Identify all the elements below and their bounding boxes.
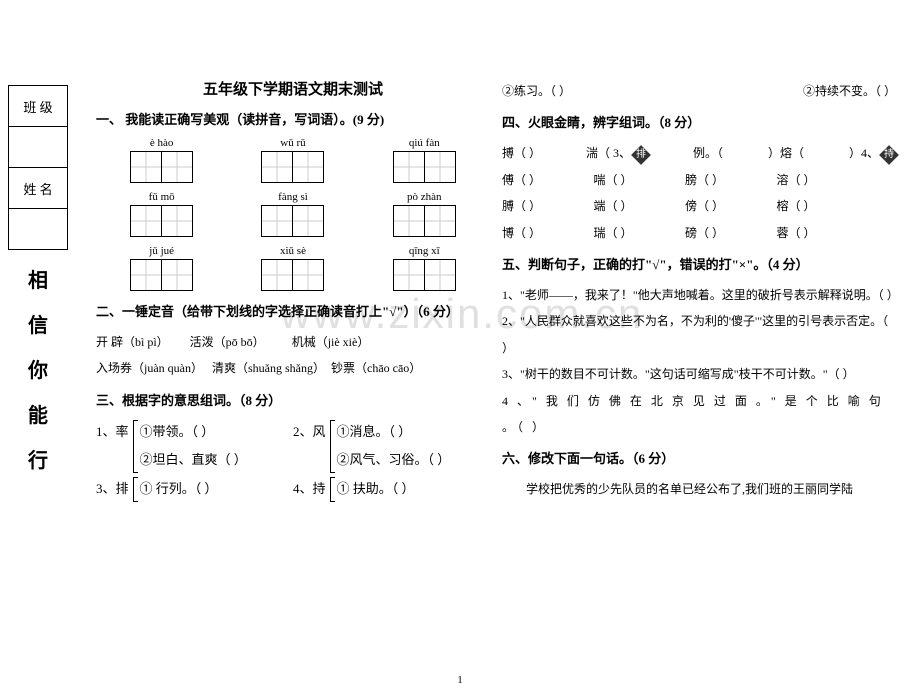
judge-q1: 1、"老师——，我来了！"他大声地喊着。这里的破折号表示解释说明。（ ）	[502, 282, 896, 308]
q-text: 入场券（juàn quàn）	[96, 361, 203, 375]
option-text: ②风气、习俗。（ ）	[337, 446, 451, 475]
pinyin-text: pò zhàn	[379, 191, 469, 203]
write-box[interactable]	[261, 259, 324, 291]
char-table: 搏（ ） 湍（ 3、 排 例。（ ）熔（ ）4、 持 傅（ ） 喘（ ） 膀（ …	[502, 140, 896, 246]
option-text: ①消息。（ ）	[337, 418, 451, 447]
pinyin-text: qīng xī	[379, 245, 469, 257]
section5-head: 五、判断句子，正确的打"√"，错误的打"×"。（4 分）	[502, 252, 896, 278]
pinyin-text: fàng sì	[248, 191, 338, 203]
char-item: 磅（ ）	[685, 220, 724, 246]
slogan-char: 能	[28, 399, 48, 428]
item-label: 4、持	[293, 475, 326, 504]
pinyin-text: jǔ jué	[117, 245, 207, 257]
badge-icon: 排	[631, 145, 651, 165]
slogan-char: 信	[28, 309, 48, 338]
char-item: ）熔（	[768, 140, 804, 166]
char-item: 端（ ）	[594, 193, 633, 219]
slogan-char: 你	[28, 354, 48, 383]
pinyin-text: è hào	[117, 137, 207, 149]
judge-q2: 2、"人民群众就喜欢这些不为名，不为利的'傻子'"这里的引号表示否定。（ ）	[502, 308, 896, 361]
section3-head: 三、根据字的意思组词。（8 分）	[96, 388, 490, 414]
slogan-char: 相	[28, 264, 48, 293]
char-item: 搏（ ）	[502, 140, 541, 166]
option-text: ②坦白、直爽（ ）	[140, 446, 247, 475]
char-item: 膊（ ）	[502, 193, 541, 219]
option-text: ②练习。（ ）	[502, 78, 571, 104]
section1-head: 一、 我能读正确写美观（读拼音，写词语）。(9 分)	[96, 107, 490, 133]
char-item: 蓉（ ）	[777, 220, 816, 246]
char-item: 溶（ ）	[777, 167, 816, 193]
write-box[interactable]	[261, 205, 324, 237]
vertical-slogan: 相 信 你 能 行	[28, 248, 48, 489]
item-label: 1、率	[96, 418, 129, 475]
item-label: 3、排	[96, 475, 129, 504]
right-column: ②练习。（ ） ②持续不变。（ ） 四、火眼金睛，辨字组词。（8 分） 搏（ ）…	[496, 78, 902, 504]
name-blank[interactable]	[9, 209, 68, 250]
q-text: 钞票（chāo cāo）	[331, 361, 421, 375]
char-item: ）4、 持	[849, 140, 896, 166]
paper-title: 五年级下学期语文期末测试	[96, 78, 490, 99]
option-text: ① 扶助。（ ）	[337, 475, 415, 504]
write-box[interactable]	[393, 205, 456, 237]
class-label: 班 级	[9, 86, 68, 127]
page-number: 1	[457, 674, 463, 686]
char-item: 例。（	[693, 140, 723, 166]
write-box[interactable]	[130, 151, 193, 183]
judge-q4: 4 、" 我 们 仿 佛 在 北 京 见 过 面 。" 是 个 比 喻 句 。（…	[502, 388, 896, 441]
char-item: 喘（ ）	[594, 167, 633, 193]
badge-icon: 持	[879, 145, 899, 165]
char-item: 榕（ ）	[777, 193, 816, 219]
char-item: 瑞（ ）	[594, 220, 633, 246]
slogan-char: 行	[28, 444, 48, 473]
char-item: 膀（ ）	[685, 167, 724, 193]
pinyin-text: qiú fàn	[379, 137, 469, 149]
char-item: 傍（ ）	[685, 193, 724, 219]
option-text: ②持续不变。（ ）	[803, 78, 896, 104]
judge-q3: 3、"树干的数目不可计数。"这句话可缩写成"枝干不可计数。"（ ）	[502, 361, 896, 387]
pinyin-text: fǔ mō	[117, 191, 207, 203]
write-box[interactable]	[261, 151, 324, 183]
section2-head: 二、一锤定音（给带下划线的字选择正确读音打上"√"）（6 分）	[96, 299, 490, 325]
q-text: 清爽（shuǎng shǎng）	[212, 361, 325, 375]
write-box[interactable]	[393, 259, 456, 291]
name-label: 姓 名	[9, 168, 68, 209]
section6-head: 六、修改下面一句话。（6 分）	[502, 446, 896, 472]
q-text: 机械（jiè xiè）	[292, 335, 370, 349]
option-text: ①带领。（ ）	[140, 418, 247, 447]
write-box[interactable]	[130, 205, 193, 237]
q-text: 开 辟（bì pì）	[96, 335, 169, 349]
option-text: ① 行列。（ ）	[140, 475, 218, 504]
correction-text: 学校把优秀的少先队员的名单已经公布了,我们班的王丽同学陆	[502, 476, 896, 502]
class-blank[interactable]	[9, 127, 68, 168]
char-item: 湍（ 3、 排	[586, 140, 648, 166]
q-text: 活泼（pō bō）	[190, 335, 265, 349]
left-column: 五年级下学期语文期末测试 一、 我能读正确写美观（读拼音，写词语）。(9 分) …	[90, 78, 496, 504]
item-label: 2、风	[293, 418, 326, 475]
left-sidebar: 班 级 姓 名	[8, 85, 68, 250]
student-id-table: 班 级 姓 名	[8, 85, 68, 250]
section4-head: 四、火眼金睛，辨字组词。（8 分）	[502, 110, 896, 136]
pinyin-text: wǔ rǔ	[248, 137, 338, 149]
write-box[interactable]	[393, 151, 456, 183]
char-item: 傅（ ）	[502, 167, 541, 193]
write-box[interactable]	[130, 259, 193, 291]
pinyin-text: xiū sè	[248, 245, 338, 257]
char-item: 博（ ）	[502, 220, 541, 246]
